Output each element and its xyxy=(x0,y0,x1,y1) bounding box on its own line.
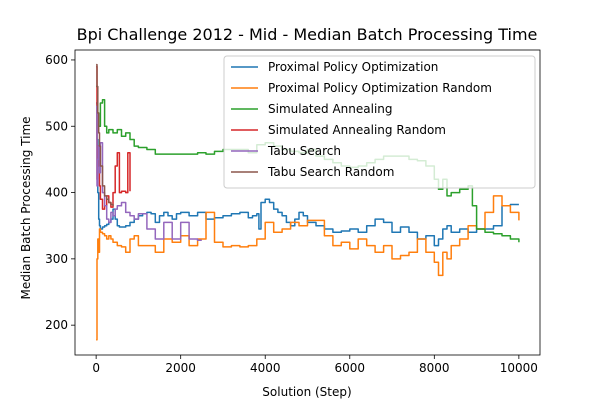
y-tick-label: 500 xyxy=(45,119,68,133)
x-axis: 0 2000 4000 6000 8000 10000 xyxy=(92,355,538,375)
plot-border xyxy=(74,49,541,356)
x-tick-label: 2000 xyxy=(165,361,196,375)
y-tick-label: 300 xyxy=(45,252,68,266)
legend-entry: Proximal Policy Optimization xyxy=(268,60,438,74)
x-tick-label: 10000 xyxy=(500,361,538,375)
x-tick-label: 4000 xyxy=(250,361,281,375)
legend-box xyxy=(223,55,536,189)
legend-entry: Proximal Policy Optimization Random xyxy=(268,81,492,95)
y-tick-label: 200 xyxy=(45,318,68,332)
chart-title: Bpi Challenge 2012 - Mid - Median Batch … xyxy=(77,25,538,44)
series-line-6 xyxy=(96,63,114,206)
y-axis: 200 300 400 500 600 xyxy=(45,53,75,332)
series-line-2 xyxy=(96,195,520,341)
y-tick-label: 400 xyxy=(45,186,68,200)
series-line-5 xyxy=(96,105,202,242)
x-tick-label: 8000 xyxy=(419,361,450,375)
x-tick-label: 6000 xyxy=(334,361,365,375)
legend-entry: Simulated Annealing Random xyxy=(268,123,446,137)
y-tick-label: 600 xyxy=(45,53,68,67)
x-tick-label: 0 xyxy=(92,361,100,375)
x-axis-label: Solution (Step) xyxy=(262,385,351,399)
legend-entry: Simulated Annealing xyxy=(268,102,393,116)
legend-entry: Tabu Search Random xyxy=(267,165,394,179)
y-axis-label: Median Batch Processing Time xyxy=(19,116,33,299)
legend-entry: Tabu Search xyxy=(267,144,341,158)
legend: Proximal Policy Optimization Proximal Pol… xyxy=(223,55,536,189)
